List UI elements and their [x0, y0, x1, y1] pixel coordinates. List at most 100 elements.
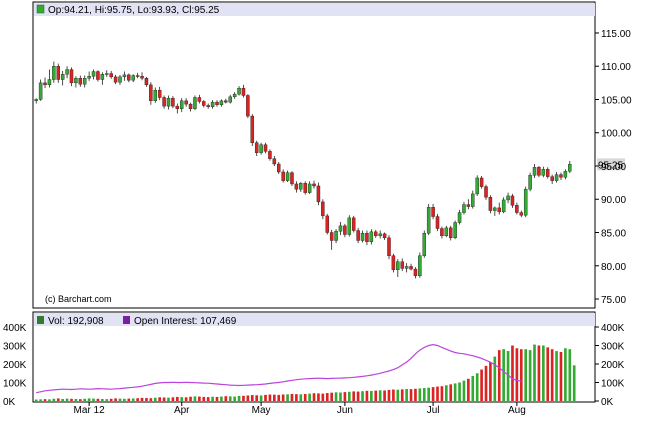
candle-body — [506, 195, 510, 201]
candle-body — [162, 97, 166, 107]
volume-bar — [259, 395, 263, 401]
volume-bar — [61, 398, 64, 401]
candle-body — [413, 268, 418, 276]
volume-bar — [123, 398, 126, 401]
volume-tick-label-left: 400K — [3, 323, 27, 334]
candle-body — [91, 71, 96, 77]
candle-body — [559, 174, 563, 178]
x-month-label: Jul — [427, 405, 440, 416]
candle-body — [519, 212, 524, 216]
volume-bar — [347, 391, 351, 401]
volume-bar — [303, 393, 307, 401]
candle-body — [290, 172, 294, 185]
volume-bar — [431, 387, 435, 401]
volume-bar — [330, 392, 333, 401]
volume-legend-swatch — [37, 316, 44, 324]
volume-bar — [568, 349, 572, 401]
volume-bar — [444, 385, 448, 401]
candle-body — [149, 84, 153, 102]
candle-body — [246, 95, 250, 117]
price-legend-swatch — [36, 4, 45, 14]
candle-body — [87, 75, 91, 79]
volume-bar — [502, 349, 505, 401]
volume-bar — [370, 391, 373, 401]
volume-legend-bg — [34, 313, 595, 326]
candle-body — [122, 74, 127, 78]
volume-bar — [400, 389, 404, 401]
candle-body — [365, 232, 369, 243]
candle-body — [144, 77, 149, 86]
candle-body — [303, 183, 307, 193]
volume-bar — [39, 399, 42, 401]
volume-bar — [273, 394, 276, 401]
volume-bar — [96, 398, 100, 401]
volume-bar — [515, 348, 519, 401]
candle-body — [523, 189, 528, 216]
volume-bar — [237, 396, 241, 401]
candle-body — [378, 233, 382, 237]
candle-body — [462, 204, 466, 213]
candle-body — [360, 232, 365, 241]
candle-body — [532, 167, 537, 176]
candle-body — [52, 66, 56, 80]
candle-body — [563, 171, 568, 178]
volume-bar — [564, 348, 567, 401]
candle-body — [100, 74, 105, 80]
candle-body — [277, 163, 281, 173]
candle-body — [448, 227, 453, 239]
volume-bar — [462, 380, 466, 401]
candle-body — [568, 164, 572, 172]
candle-body — [272, 158, 277, 165]
volume-bar — [145, 398, 148, 401]
volume-bar — [140, 397, 144, 401]
candle-body — [210, 101, 215, 107]
open-interest-line — [36, 343, 522, 394]
volume-tick-label-right: 200K — [601, 360, 625, 371]
volume-bar — [299, 394, 303, 401]
volume-bar — [475, 373, 479, 401]
volume-bar — [268, 394, 272, 401]
candle-body — [440, 228, 444, 237]
price-tick-label: 80.00 — [601, 262, 626, 273]
x-month-label: May — [252, 405, 271, 416]
candle-body — [157, 89, 162, 98]
candle-body — [175, 105, 180, 109]
candle-body — [228, 96, 232, 103]
candle-body — [140, 75, 144, 79]
candle-body — [316, 185, 321, 203]
volume-bar — [361, 391, 364, 401]
x-month-label: Aug — [508, 405, 526, 416]
x-month-label: Apr — [174, 405, 190, 416]
x-month-label: Mar 12 — [74, 405, 106, 416]
volume-bar — [418, 388, 422, 401]
candle-body — [109, 73, 113, 78]
candle-body — [466, 204, 471, 207]
volume-bar — [162, 397, 166, 401]
candle-body — [299, 183, 303, 190]
candle-body — [471, 193, 475, 207]
candle-body — [369, 231, 374, 243]
candle-body — [546, 169, 550, 177]
candle-body — [131, 75, 135, 81]
candle-body — [541, 169, 546, 176]
candle-body — [501, 199, 506, 213]
candle-body — [418, 255, 422, 276]
candle-body — [184, 100, 188, 105]
x-month-label: Jun — [337, 405, 353, 416]
candle-body — [431, 207, 435, 217]
volume-bar — [550, 349, 554, 401]
candle-body — [329, 232, 334, 241]
volume-tick-label-right: 300K — [601, 342, 625, 353]
last-price-marker: 95.25 — [597, 158, 625, 171]
volume-bar — [449, 384, 453, 401]
volume-bar — [458, 382, 461, 401]
volume-legend: Vol: 192,908 — [48, 316, 104, 327]
price-tick-label: 115.00 — [601, 29, 631, 40]
candle-body — [166, 97, 171, 107]
candle-body — [550, 176, 554, 181]
candle-body — [453, 222, 457, 239]
candle-body — [356, 230, 360, 241]
candle-body — [65, 69, 69, 75]
price-tick-label: 105.00 — [601, 95, 632, 106]
